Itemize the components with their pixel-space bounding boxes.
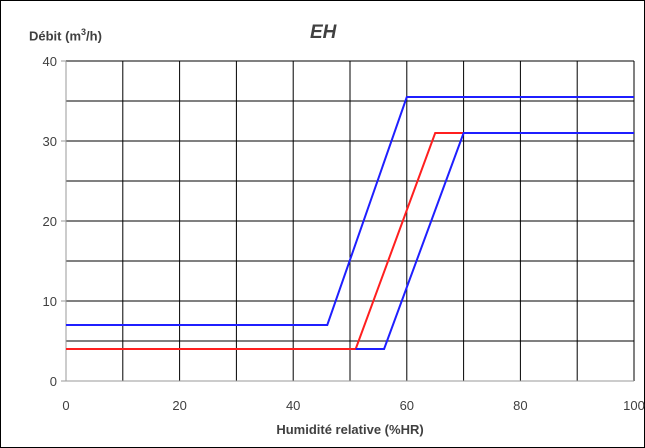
x-tick-label: 60 bbox=[400, 398, 414, 413]
y-tick-label: 0 bbox=[50, 374, 57, 389]
y-axis-label-sup: 3 bbox=[81, 27, 87, 37]
y-tick-label: 20 bbox=[43, 214, 57, 229]
series-group bbox=[66, 96, 634, 350]
x-tick-label: 40 bbox=[286, 398, 300, 413]
x-tick-label: 20 bbox=[172, 398, 186, 413]
y-axis-label: Débit (m3/h) bbox=[29, 27, 102, 43]
y-tick-label: 30 bbox=[43, 134, 57, 149]
chart-title: EH bbox=[310, 22, 337, 43]
y-tick-label: 10 bbox=[43, 294, 57, 309]
y-axis-label-prefix: Débit (m bbox=[29, 28, 81, 44]
series-line-blue-1 bbox=[66, 96, 634, 326]
grid bbox=[66, 60, 635, 381]
x-tick-label: 100 bbox=[623, 398, 645, 413]
series-line-blue-3 bbox=[355, 132, 634, 350]
tick-labels: 0 10 20 30 40 0 20 40 60 80 100 bbox=[43, 54, 645, 413]
x-axis-label: Humidité relative (%HR) bbox=[276, 422, 424, 437]
x-tick-label: 0 bbox=[62, 398, 69, 413]
y-tick-label: 40 bbox=[43, 54, 57, 69]
y-axis-label-suffix: /h) bbox=[86, 28, 102, 44]
x-tick-label: 80 bbox=[513, 398, 527, 413]
axes bbox=[61, 60, 634, 382]
